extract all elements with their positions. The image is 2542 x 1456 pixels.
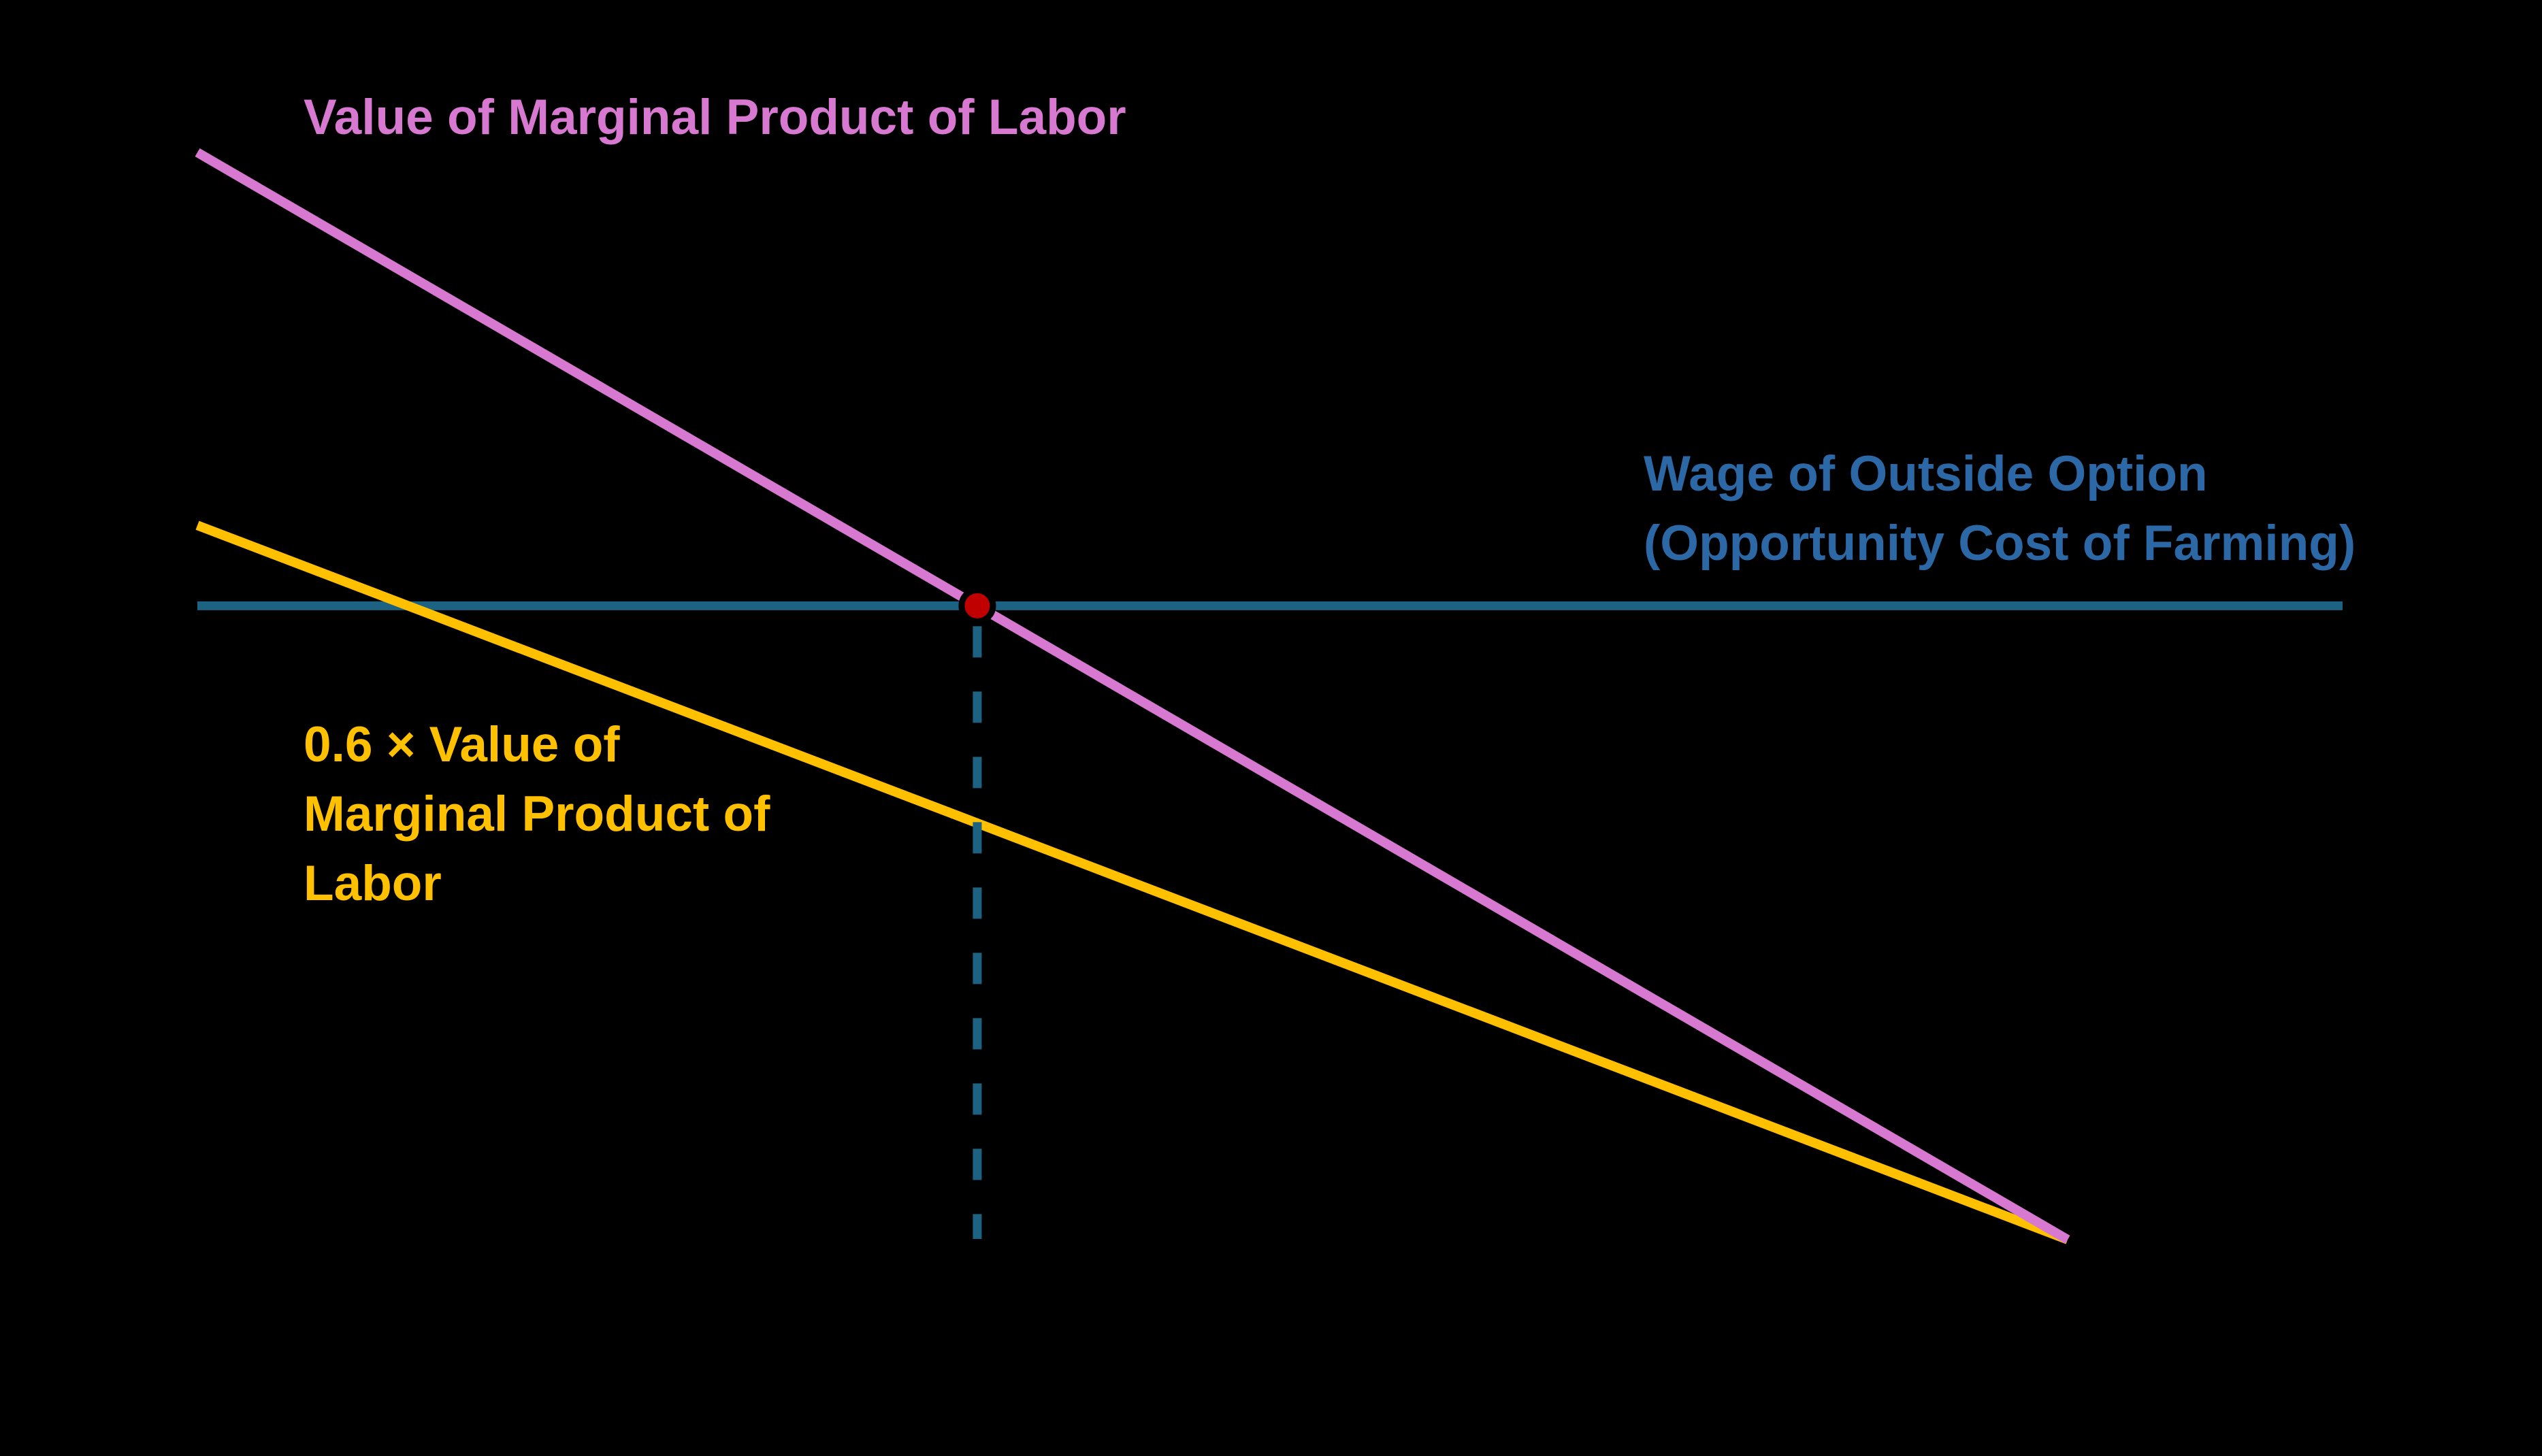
- scaled-vmpl-line: [195, 520, 2070, 1244]
- wage-label: Wage of Outside Option (Opportunity Cost…: [1644, 440, 2356, 578]
- vmpl-line: [195, 148, 2070, 1244]
- scaled-vmpl-label-line-2: Marginal Product of: [304, 787, 770, 842]
- wage-label-line-2: (Opportunity Cost of Farming): [1644, 516, 2356, 571]
- scaled-vmpl-label: 0.6 × Value of Marginal Product of Labor: [304, 710, 770, 919]
- scaled-vmpl-label-line-3: Labor: [304, 856, 442, 911]
- vmpl-label: Value of Marginal Product of Labor: [304, 83, 1126, 152]
- equilibrium-point: [958, 586, 996, 625]
- scaled-vmpl-label-line-1: 0.6 × Value of: [304, 717, 620, 772]
- wage-label-line-1: Wage of Outside Option: [1644, 446, 2208, 501]
- vmpl-label-text: Value of Marginal Product of Labor: [304, 90, 1126, 145]
